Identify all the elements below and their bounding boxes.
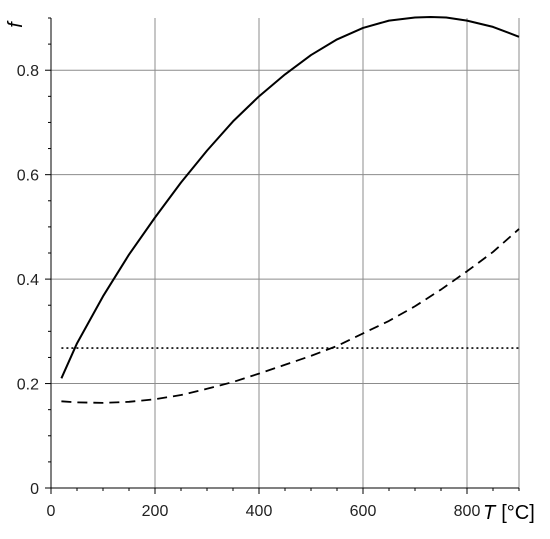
y-axis-label: f	[5, 20, 27, 28]
y-tick-label: 0.4	[17, 272, 39, 289]
x-tick-label: 400	[246, 503, 273, 520]
x-axis-label: T [°C]	[483, 502, 535, 524]
x-tick-label: 600	[350, 503, 377, 520]
x-axis-label-unit: [°C]	[501, 502, 535, 524]
x-tick-label: 800	[454, 503, 481, 520]
series-solid-line	[60, 15, 520, 379]
series-dashed-line	[61, 228, 520, 404]
x-axis-label-symbol: T	[483, 502, 497, 524]
x-tick-label: 200	[142, 503, 169, 520]
x-tick-label: 0	[47, 503, 56, 520]
y-tick-label: 0.8	[17, 63, 39, 80]
y-tick-label: 0.6	[17, 168, 39, 185]
ticks: 0 200 400 600 800 0 0.2 0.4 0.6 0.8	[17, 17, 520, 520]
series	[60, 15, 520, 404]
axes	[50, 18, 519, 489]
grid	[51, 18, 520, 488]
y-tick-label: 0.2	[17, 377, 39, 394]
y-tick-label: 0	[30, 481, 39, 498]
